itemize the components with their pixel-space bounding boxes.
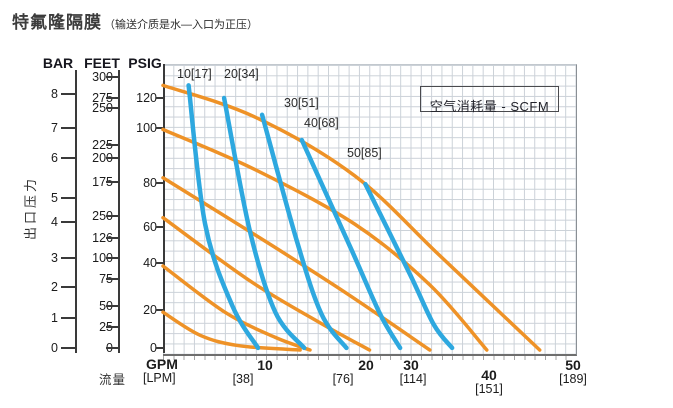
legend-box: 空气消耗量 - SCFM <box>420 86 559 114</box>
psig-tick-label: 0 <box>150 341 157 355</box>
feet-tick <box>106 278 118 280</box>
flow-axis-label: 流量 <box>99 373 127 387</box>
bar-tick <box>61 197 75 199</box>
feet-tick-label: 200 <box>92 151 113 165</box>
bar-tick <box>61 347 75 349</box>
bar-tick <box>61 317 75 319</box>
x-tick-label-gpm: 50 <box>565 357 581 373</box>
x-tick-label-gpm: 20 <box>358 357 374 373</box>
psig-tick <box>156 127 163 129</box>
feet-tick <box>106 157 118 159</box>
feet-tick <box>106 326 118 328</box>
x-tick-label-lpm: [38] <box>232 372 254 386</box>
page-title-row: 特氟隆隔膜 （输送介质是水—入口为正压） <box>12 8 258 33</box>
bar-tick-label: 5 <box>51 191 58 205</box>
x-axis-unit-lpm: [LPM] <box>143 371 176 385</box>
air-curve-10-label: 10[17] <box>177 67 212 81</box>
bar-tick <box>61 286 75 288</box>
feet-tick <box>106 347 118 349</box>
feet-tick-label: 100 <box>92 251 113 265</box>
feet-tick-label: 225 <box>92 138 113 152</box>
psig-tick-label: 120 <box>136 91 157 105</box>
y-axis-label: 出口压力 <box>23 176 38 241</box>
bar-tick <box>61 127 75 129</box>
feet-tick <box>106 305 118 307</box>
feet-tick-label: 126 <box>92 231 113 245</box>
psig-tick-label: 40 <box>143 256 157 270</box>
x-tick-label-gpm: 10 <box>257 357 273 373</box>
x-tick-label-lpm: [151] <box>475 382 503 396</box>
bar-tick-label: 7 <box>51 121 58 135</box>
bar-tick-label: 0 <box>51 341 58 355</box>
bar-tick <box>61 93 75 95</box>
air-curve-20-label: 20[34] <box>224 67 259 81</box>
x-tick-label-lpm: [189] <box>559 372 587 386</box>
feet-axis-line <box>118 70 120 353</box>
feet-tick <box>106 76 118 78</box>
air-curve-50-label: 50[85] <box>347 146 382 160</box>
x-axis-minor-ticks <box>163 356 576 360</box>
air-curve-30-label: 30[51] <box>284 96 319 110</box>
feet-tick <box>106 237 118 239</box>
feet-tick <box>106 144 118 146</box>
bar-axis-line <box>75 70 77 353</box>
psig-axis-line <box>163 64 165 353</box>
psig-tick <box>156 347 163 349</box>
feet-axis-header: FEET <box>84 55 120 71</box>
feet-tick-label: 175 <box>92 175 113 189</box>
feet-tick <box>106 97 118 99</box>
bar-tick-label: 4 <box>51 215 58 229</box>
x-axis-unit-gpm: GPM <box>146 356 178 372</box>
feet-tick <box>106 257 118 259</box>
bar-tick <box>61 221 75 223</box>
legend-label: 空气消耗量 - SCFM <box>429 99 550 114</box>
psig-tick <box>156 182 163 184</box>
x-tick-label-gpm: 30 <box>403 357 419 373</box>
feet-tick <box>106 181 118 183</box>
feet-tick-label: 300 <box>92 70 113 84</box>
page-title-note: （输送介质是水—入口为正压） <box>104 19 258 31</box>
psig-tick <box>156 97 163 99</box>
bar-tick-label: 2 <box>51 280 58 294</box>
psig-tick-label: 20 <box>143 303 157 317</box>
psig-tick <box>156 309 163 311</box>
bar-tick <box>61 157 75 159</box>
feet-tick <box>106 215 118 217</box>
bar-tick <box>61 257 75 259</box>
psig-tick <box>156 226 163 228</box>
psig-tick-label: 100 <box>136 121 157 135</box>
bar-tick-label: 8 <box>51 87 58 101</box>
x-tick-label-lpm: [114] <box>399 372 427 386</box>
psig-tick <box>156 262 163 264</box>
bar-tick-label: 3 <box>51 251 58 265</box>
x-tick-label-gpm: 40 <box>481 367 497 383</box>
feet-tick <box>106 107 118 109</box>
bar-axis-header: BAR <box>42 55 74 71</box>
bar-tick-label: 1 <box>51 311 58 325</box>
psig-axis-header: PSIG <box>128 55 162 71</box>
psig-tick-label: 60 <box>143 220 157 234</box>
feet-tick-label: 250 <box>92 209 113 223</box>
bar-tick-label: 6 <box>51 151 58 165</box>
air-curve-40-label: 40[68] <box>304 116 339 130</box>
feet-tick-label: 275 <box>92 91 113 105</box>
x-tick-label-lpm: [76] <box>332 372 354 386</box>
psig-tick-label: 80 <box>143 176 157 190</box>
feet-tick-label: 250 <box>92 101 113 115</box>
page-title: 特氟隆隔膜 <box>12 13 102 32</box>
